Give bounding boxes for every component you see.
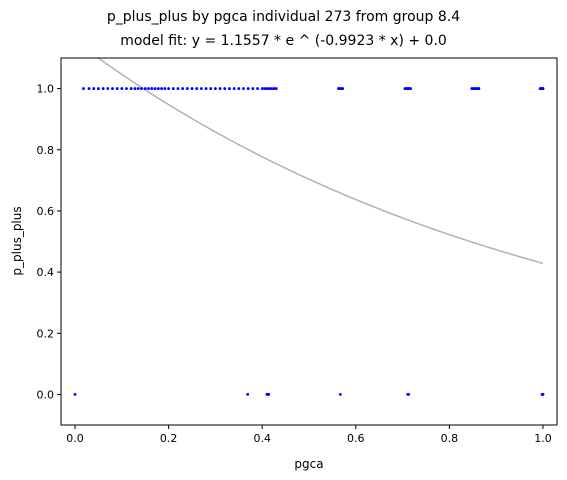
- data-point: [153, 87, 157, 90]
- data-point: [409, 87, 412, 90]
- data-point: [270, 87, 273, 90]
- data-point: [190, 87, 194, 90]
- x-axis-label: pgca: [294, 457, 323, 471]
- data-point: [256, 87, 259, 90]
- data-point: [181, 87, 185, 90]
- data-point: [260, 87, 264, 90]
- data-point: [156, 87, 160, 90]
- data-point: [265, 87, 269, 90]
- data-point: [195, 87, 199, 90]
- data-point: [147, 87, 150, 90]
- data-point: [125, 87, 128, 90]
- data-points-layer: [73, 87, 545, 396]
- data-point: [272, 87, 276, 90]
- data-point: [341, 87, 345, 90]
- axis-ticks-layer: 0.0 0.2 0.4 0.6 0.8 1.0 0.0 0.2 0.4 0.6 0.8 1.0: [37, 83, 552, 445]
- chart-subtitle: model fit: y = 1.1557 * e ^ (-0.9923 * x…: [120, 33, 447, 49]
- data-point: [232, 87, 236, 90]
- y-tick-label: 0.8: [37, 144, 55, 157]
- y-tick-label: 0.2: [37, 327, 55, 340]
- plot-frame: [60, 57, 558, 426]
- data-point: [140, 87, 143, 90]
- data-point: [160, 87, 164, 90]
- data-point: [82, 87, 85, 90]
- data-point: [143, 87, 147, 90]
- data-point: [106, 87, 110, 90]
- data-point: [176, 87, 180, 90]
- x-tick-label: 0.6: [347, 432, 365, 445]
- y-tick-label: 1.0: [37, 83, 55, 96]
- data-point: [111, 87, 114, 90]
- y-tick-label: 0.4: [37, 266, 55, 279]
- data-point: [477, 87, 481, 90]
- data-point: [237, 87, 241, 90]
- data-point: [338, 393, 342, 396]
- data-point: [185, 87, 189, 90]
- data-point: [167, 87, 171, 90]
- data-point: [120, 87, 124, 90]
- data-point: [267, 87, 271, 90]
- data-point: [199, 87, 203, 90]
- data-point: [228, 87, 231, 90]
- data-point: [263, 87, 266, 90]
- data-point: [223, 87, 227, 90]
- data-point: [163, 87, 167, 90]
- data-point: [251, 87, 255, 90]
- fit-curve: [97, 58, 544, 265]
- data-point: [92, 87, 96, 90]
- data-point: [267, 393, 271, 396]
- data-point: [246, 87, 250, 90]
- data-point: [87, 87, 91, 90]
- data-point: [541, 393, 545, 396]
- data-point: [129, 87, 133, 90]
- data-point: [73, 393, 77, 396]
- data-point: [136, 87, 140, 90]
- y-tick-label: 0.0: [37, 388, 55, 401]
- x-tick-label: 1.0: [534, 432, 552, 445]
- chart-title: p_plus_plus by pgca individual 273 from …: [106, 9, 461, 25]
- y-tick-label: 0.6: [37, 205, 55, 218]
- data-point: [133, 87, 137, 90]
- x-tick-label: 0.8: [441, 432, 459, 445]
- fit-curve-layer: [97, 58, 544, 265]
- data-point: [218, 87, 222, 90]
- x-tick-label: 0.0: [66, 432, 84, 445]
- data-point: [150, 87, 154, 90]
- data-point: [171, 87, 175, 90]
- data-point: [274, 87, 278, 90]
- data-point: [101, 87, 105, 90]
- x-tick-label: 0.4: [253, 432, 271, 445]
- data-point: [214, 87, 217, 90]
- data-point: [242, 87, 245, 90]
- x-tick-label: 0.2: [160, 432, 178, 445]
- data-point: [209, 87, 213, 90]
- data-point: [115, 87, 119, 90]
- data-point: [204, 87, 208, 90]
- y-axis-label: p_plus_plus: [10, 206, 24, 275]
- data-point: [541, 87, 545, 90]
- data-point: [246, 393, 250, 396]
- data-point: [97, 87, 100, 90]
- data-point: [407, 393, 411, 396]
